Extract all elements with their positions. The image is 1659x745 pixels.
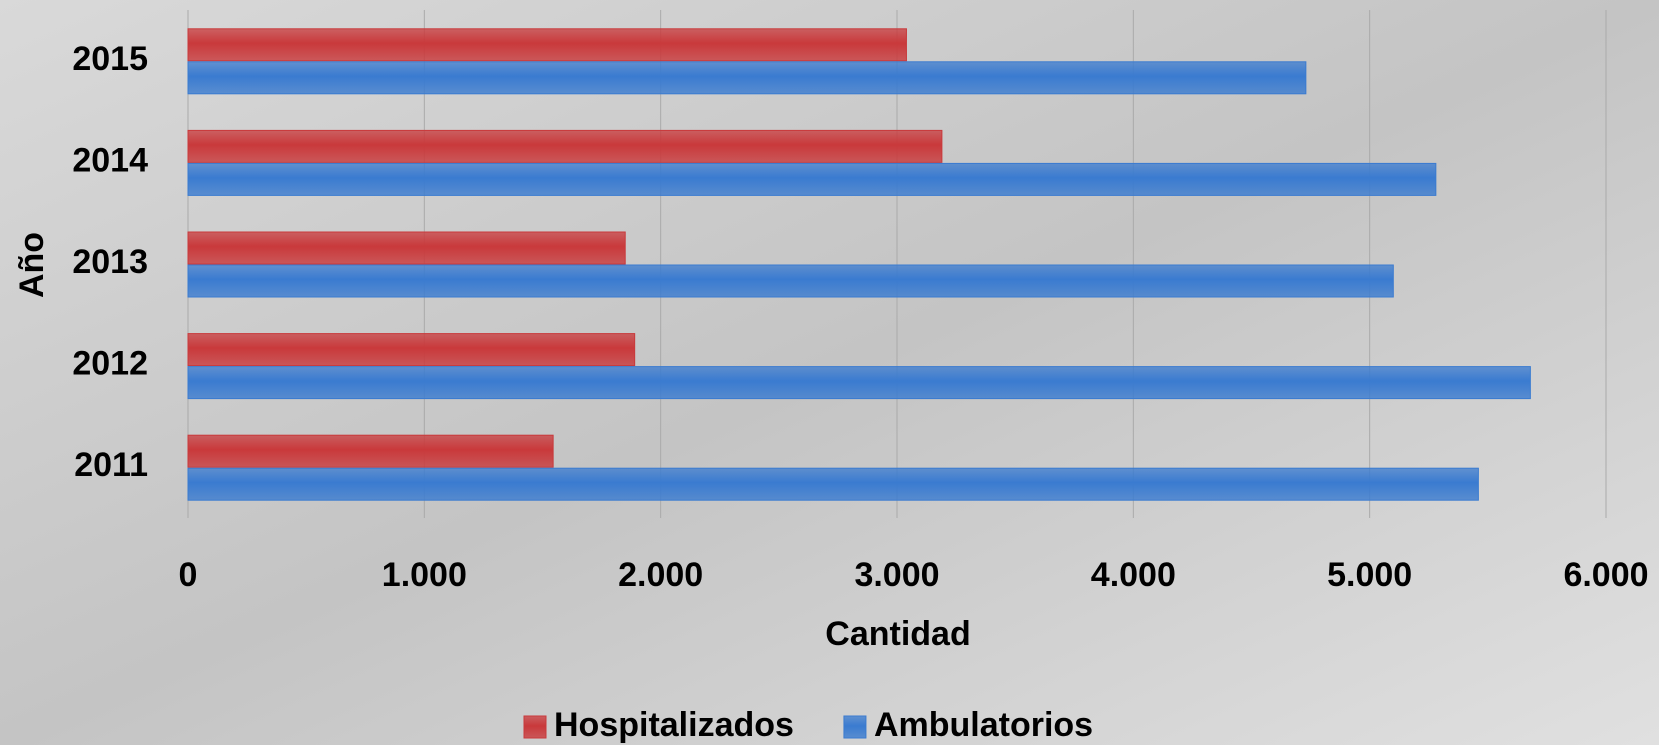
x-tick-label: 3.000 [854, 556, 939, 594]
y-tick-label: 2014 [72, 141, 148, 179]
y-tick-label: 2011 [74, 446, 148, 484]
y-tick-label: 2012 [72, 345, 148, 383]
x-axis-title: Cantidad [825, 615, 970, 653]
x-tick-label: 5.000 [1327, 556, 1412, 594]
bar [187, 231, 626, 265]
bar [187, 264, 1394, 298]
legend-swatch [523, 715, 547, 739]
x-tick-label: 4.000 [1091, 556, 1176, 594]
y-tick-label: 2013 [72, 243, 148, 281]
legend-label: Hospitalizados [554, 706, 794, 744]
bar [187, 162, 1437, 196]
bar [187, 28, 907, 62]
x-tick-label: 0 [179, 556, 198, 594]
bar [187, 366, 1531, 400]
bar [187, 129, 943, 163]
x-tick-label: 1.000 [382, 556, 467, 594]
legend-swatch [843, 715, 867, 739]
y-axis-title: Año [13, 232, 51, 298]
bar [187, 467, 1479, 501]
x-tick-label: 2.000 [618, 556, 703, 594]
y-tick-label: 2015 [72, 40, 148, 78]
bar [187, 434, 554, 468]
legend-label: Ambulatorios [874, 706, 1093, 744]
bar [187, 333, 636, 367]
bar [187, 61, 1307, 95]
x-tick-label: 6.000 [1563, 556, 1648, 594]
